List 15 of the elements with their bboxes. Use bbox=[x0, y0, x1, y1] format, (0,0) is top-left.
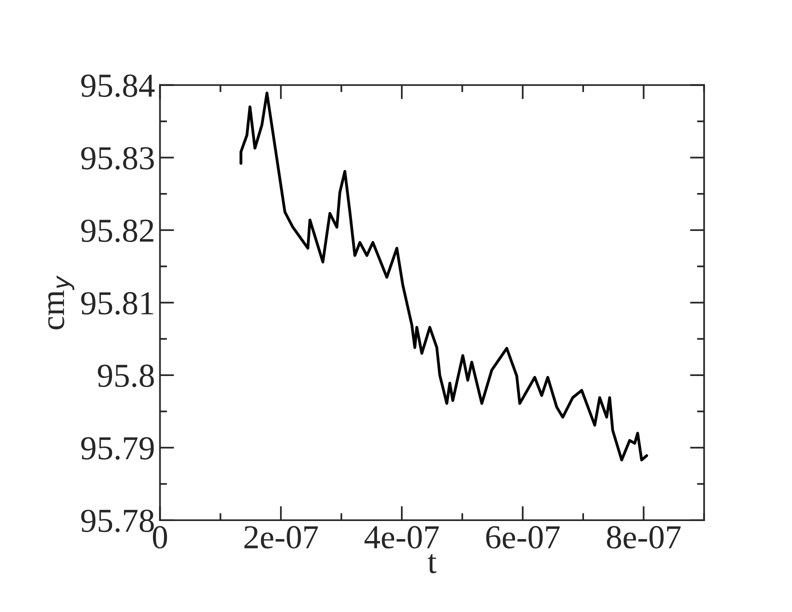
y-tick-label: 95.84 bbox=[81, 74, 155, 98]
x-tick-label: 8e-07 bbox=[606, 526, 681, 549]
y-tick-label: 95.79 bbox=[81, 437, 154, 460]
x-axis-title: t bbox=[428, 554, 436, 574]
x-tick-label: 2e-07 bbox=[244, 526, 318, 549]
x-tick-label: 4e-07 bbox=[364, 526, 439, 549]
y-tick-label: 95.81 bbox=[81, 292, 154, 315]
y-tick-label: 95.82 bbox=[81, 220, 154, 242]
line-series bbox=[240, 92, 648, 462]
x-tick-label: 6e-07 bbox=[486, 526, 560, 549]
y-tick-label: 95.8 bbox=[98, 364, 154, 388]
y-tick-label: 95.78 bbox=[81, 510, 154, 532]
y-tick-label: 95.83 bbox=[81, 146, 154, 170]
y-axis-title: cm$_{y}$ bbox=[48, 276, 74, 330]
x-tick-label: 0 bbox=[152, 526, 168, 549]
